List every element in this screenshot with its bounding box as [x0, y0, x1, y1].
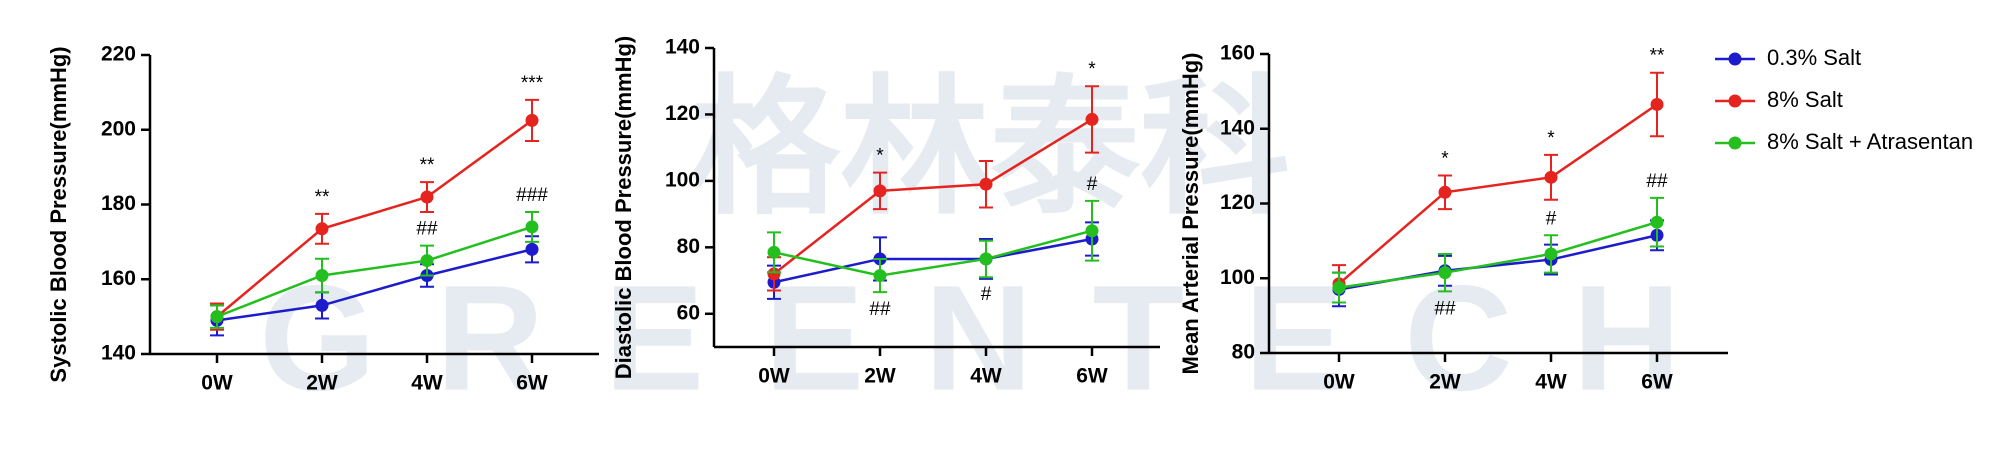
legend-marker	[1728, 94, 1742, 108]
data-point	[767, 267, 781, 281]
x-tick-label: 0W	[1323, 371, 1355, 394]
y-tick-label: 60	[677, 301, 700, 324]
data-point	[315, 269, 329, 283]
data-point	[979, 252, 993, 266]
data-point	[1085, 112, 1099, 126]
x-tick-label: 0W	[758, 365, 790, 388]
data-point	[1650, 97, 1664, 111]
series-line	[216, 119, 533, 318]
data-point	[315, 298, 329, 312]
y-tick-label: 180	[101, 192, 136, 215]
data-point	[873, 269, 887, 283]
x-tick-label: 6W	[516, 372, 548, 395]
significance-label: ***	[521, 73, 544, 94]
data-point	[1438, 185, 1452, 199]
series-line	[1338, 103, 1658, 285]
significance-label: ##	[1434, 298, 1456, 319]
significance-label: *	[1088, 59, 1096, 80]
x-tick-label: 6W	[1076, 365, 1108, 388]
data-point	[525, 242, 539, 256]
significance-label: *	[1441, 148, 1449, 169]
data-point	[979, 177, 993, 191]
y-tick-label: 100	[1220, 266, 1255, 289]
y-tick-label: 160	[1220, 42, 1255, 65]
data-point	[420, 254, 434, 268]
series-line	[216, 225, 533, 318]
data-point	[1544, 247, 1558, 261]
series-line	[216, 248, 533, 322]
x-tick-label: 2W	[1429, 371, 1461, 394]
significance-label: ###	[516, 185, 548, 206]
watermark: GREENTECH	[259, 254, 1741, 422]
data-point	[1650, 215, 1664, 229]
y-axis-title: Diastolic Blood Pressure(mmHg)	[611, 36, 636, 380]
legend-label: 8% Salt	[1767, 87, 1843, 112]
significance-label: ##	[1646, 171, 1668, 192]
significance-label: *	[876, 146, 884, 167]
significance-label: **	[1650, 46, 1665, 67]
x-tick-label: 4W	[411, 372, 443, 395]
x-tick-label: 0W	[201, 372, 233, 395]
data-point	[1085, 224, 1099, 238]
significance-label: **	[315, 187, 330, 208]
y-tick-label: 120	[665, 102, 700, 125]
data-point	[210, 310, 224, 324]
data-point	[873, 184, 887, 198]
significance-label: *	[1547, 128, 1555, 149]
y-tick-label: 140	[101, 342, 136, 365]
y-tick-label: 80	[1232, 341, 1255, 364]
significance-label: #	[1087, 174, 1098, 195]
data-point	[1438, 266, 1452, 280]
x-tick-label: 6W	[1641, 371, 1673, 394]
y-tick-label: 100	[665, 168, 700, 191]
legend-label: 8% Salt + Atrasentan	[1767, 129, 1973, 154]
watermark: 格林泰科	[690, 64, 1290, 232]
y-tick-label: 80	[677, 235, 700, 258]
data-point	[1544, 170, 1558, 184]
y-axis-title: Systolic Blood Pressure(mmHg)	[46, 46, 71, 382]
x-tick-label: 2W	[306, 372, 338, 395]
data-point	[1332, 281, 1346, 295]
significance-label: #	[1546, 208, 1557, 229]
significance-label: **	[420, 155, 435, 176]
data-point	[525, 113, 539, 127]
data-point	[767, 245, 781, 259]
data-point	[420, 190, 434, 204]
legend-label: 0.3% Salt	[1767, 45, 1861, 70]
y-tick-label: 200	[101, 117, 136, 140]
series-line	[773, 229, 1093, 277]
y-tick-label: 120	[1220, 191, 1255, 214]
y-tick-label: 220	[101, 43, 136, 66]
significance-label: ##	[869, 299, 891, 320]
y-tick-label: 140	[665, 36, 700, 59]
y-tick-label: 140	[1220, 116, 1255, 139]
data-point	[315, 222, 329, 236]
data-point	[525, 220, 539, 234]
legend-marker	[1728, 52, 1742, 66]
series-line	[773, 118, 1093, 275]
x-tick-label: 2W	[864, 365, 896, 388]
significance-label: ##	[416, 219, 438, 240]
y-tick-label: 160	[101, 267, 136, 290]
x-tick-label: 4W	[970, 365, 1002, 388]
significance-label: #	[981, 284, 992, 305]
legend-marker	[1728, 136, 1742, 150]
y-axis-title: Mean Arterial Pressure(mmHg)	[1178, 53, 1203, 375]
series-line	[1338, 220, 1658, 289]
x-tick-label: 4W	[1535, 371, 1567, 394]
series-line	[773, 237, 1093, 284]
